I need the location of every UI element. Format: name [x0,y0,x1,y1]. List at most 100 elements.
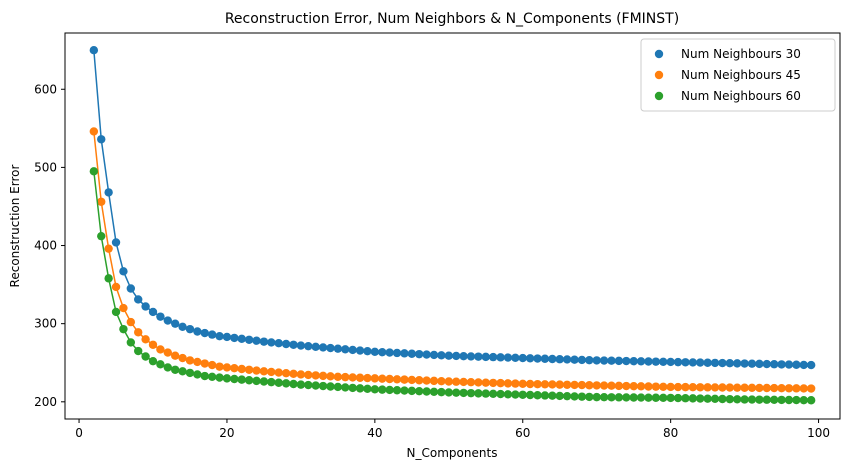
data-point [466,388,476,398]
data-point [599,381,609,390]
data-point [355,384,365,393]
y-tick-label: 300 [34,317,57,331]
data-point [422,387,431,396]
data-point [784,384,794,393]
legend-label: Num Neighbours 60 [681,89,801,103]
series-1 [89,45,816,370]
data-point [170,351,180,360]
data-point [696,383,705,392]
series-3 [89,167,816,405]
y-tick-label: 600 [34,82,57,96]
data-point [769,383,779,393]
legend-marker [654,49,664,59]
data-point [740,383,749,392]
data-point [799,395,808,405]
data-point [525,390,535,400]
y-axis-label: Reconstruction Error [8,165,22,288]
data-point [311,342,320,351]
data-point [104,188,113,197]
data-point [237,375,246,384]
data-point [718,394,727,404]
data-point [740,359,749,368]
data-point [688,358,698,367]
data-point [444,377,453,386]
data-point [97,197,106,206]
data-point [570,380,579,390]
legend-marker [654,91,664,101]
data-point [156,312,165,321]
data-point [326,343,335,353]
data-point [614,381,624,391]
data-point [555,355,564,364]
data-point [126,317,136,327]
data-point [289,340,298,349]
data-point [636,357,646,366]
data-point [148,356,158,366]
data-point [585,392,594,402]
data-point [784,360,794,369]
data-point [348,345,357,355]
data-point [474,389,483,398]
data-point [799,384,808,393]
data-point [392,375,402,384]
data-point [370,374,380,383]
data-point [193,327,202,336]
data-point [244,335,254,344]
data-point [740,395,749,404]
data-point [777,395,786,405]
data-point [777,360,786,369]
x-tick-label: 20 [219,426,234,440]
data-point [696,394,705,403]
data-point [89,127,99,136]
data-point [555,380,564,389]
data-point [577,392,587,401]
data-point [651,357,661,366]
data-point [629,356,638,366]
data-point [622,381,631,391]
data-point [193,357,202,367]
data-point [178,353,187,363]
data-point [496,378,505,388]
data-point [533,354,542,363]
data-point [252,336,261,345]
data-point [710,358,720,368]
data-point [466,378,476,387]
data-point [318,371,328,381]
data-point [407,349,417,358]
data-point [599,393,609,402]
data-point [341,383,350,392]
data-point [259,367,269,376]
data-point [666,382,675,392]
data-point [341,372,350,382]
data-point [289,379,298,389]
legend-box [640,38,836,112]
data-point [281,339,291,349]
data-point [673,357,683,367]
data-point [762,395,771,404]
data-point [696,358,705,367]
data-point [126,338,136,347]
data-point [518,390,527,399]
data-point [274,339,283,348]
data-point [762,383,771,393]
data-point [644,382,653,391]
data-point [725,359,735,368]
data-point [111,238,121,247]
series-line [93,131,812,390]
data-point [607,393,616,402]
data-point [636,393,646,402]
data-point [533,391,542,400]
data-point [385,348,394,357]
data-point [370,385,380,394]
data-point [163,348,172,357]
data-point [163,316,172,325]
data-point [673,393,683,403]
data-point [555,391,564,401]
data-point [163,363,172,372]
data-point [496,389,505,399]
data-point [659,382,668,392]
data-point [296,380,306,389]
data-point [503,353,513,362]
series-2 [89,127,816,393]
data-point [378,347,387,357]
